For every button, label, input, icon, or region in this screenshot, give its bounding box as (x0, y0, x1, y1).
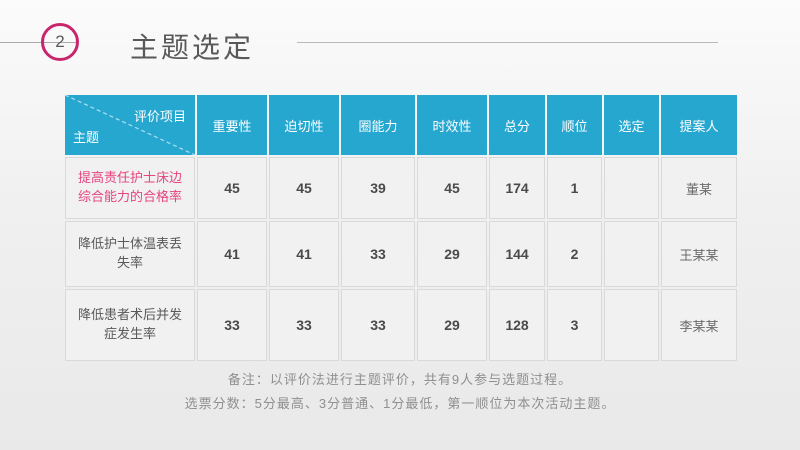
decorative-line-left (0, 42, 78, 43)
col-header-selected: 选定 (604, 95, 659, 155)
total-cell: 128 (489, 289, 545, 361)
score-cell: 41 (269, 221, 339, 287)
page-title: 主题选定 (130, 32, 255, 63)
score-cell: 45 (269, 157, 339, 219)
col-header-circle-ability: 圈能力 (341, 95, 415, 155)
topic-selection-table: 评价项目 主题 重要性 迫切性 圈能力 时效性 总分 顺位 选定 提案人 提高责… (63, 93, 739, 363)
col-header-urgency: 迫切性 (269, 95, 339, 155)
selected-cell (604, 157, 659, 219)
section-number: 2 (55, 32, 65, 51)
diagonal-divider (65, 95, 195, 155)
note-line-2: 选票分数：5分最高、3分普通、1分最低，第一顺位为本次活动主题。 (184, 396, 616, 411)
table-row: 降低患者术后并发症发生率 33 33 33 29 128 3 李某某 (65, 289, 737, 361)
score-cell: 39 (341, 157, 415, 219)
table-header: 评价项目 主题 重要性 迫切性 圈能力 时效性 总分 顺位 选定 提案人 (65, 95, 737, 155)
topic-cell: 降低护士体温表丢失率 (65, 221, 195, 287)
total-cell: 174 (489, 157, 545, 219)
topic-cell: 提高责任护士床边综合能力的合格率 (65, 157, 195, 219)
score-cell: 33 (341, 221, 415, 287)
topic-cell: 降低患者术后并发症发生率 (65, 289, 195, 361)
decorative-line-right (297, 42, 718, 43)
rank-cell: 2 (547, 221, 602, 287)
col-header-rank: 顺位 (547, 95, 602, 155)
rank-cell: 1 (547, 157, 602, 219)
corner-label-topic: 主题 (73, 130, 100, 145)
table-row: 降低护士体温表丢失率 41 41 33 29 144 2 王某某 (65, 221, 737, 287)
score-cell: 33 (341, 289, 415, 361)
score-cell: 45 (197, 157, 267, 219)
proposer-cell: 董某 (661, 157, 737, 219)
col-header-timeliness: 时效性 (417, 95, 487, 155)
score-cell: 33 (269, 289, 339, 361)
rank-cell: 3 (547, 289, 602, 361)
proposer-cell: 李某某 (661, 289, 737, 361)
note-line-1: 备注：以评价法进行主题评价，共有9人参与选题过程。 (227, 372, 573, 387)
score-cell: 29 (417, 221, 487, 287)
corner-label-criteria: 评价项目 (133, 109, 186, 124)
score-cell: 33 (197, 289, 267, 361)
col-header-total-score: 总分 (489, 95, 545, 155)
corner-header-cell: 评价项目 主题 (65, 95, 195, 155)
col-header-proposer: 提案人 (661, 95, 737, 155)
score-cell: 29 (417, 289, 487, 361)
total-cell: 144 (489, 221, 545, 287)
score-cell: 45 (417, 157, 487, 219)
section-number-badge: 2 (41, 23, 79, 61)
proposer-cell: 王某某 (661, 221, 737, 287)
col-header-importance: 重要性 (197, 95, 267, 155)
selected-cell (604, 289, 659, 361)
selected-cell (604, 221, 659, 287)
score-cell: 41 (197, 221, 267, 287)
table-row: 提高责任护士床边综合能力的合格率 45 45 39 45 174 1 董某 (65, 157, 737, 219)
